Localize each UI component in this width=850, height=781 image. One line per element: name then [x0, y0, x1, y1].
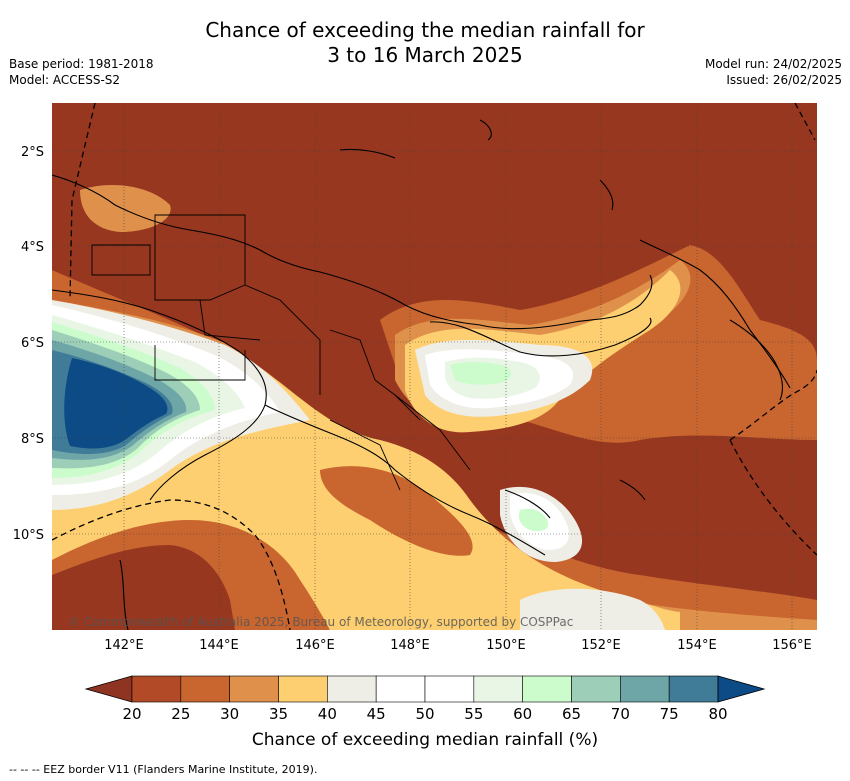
colorbar-segment	[278, 675, 328, 703]
base-period: Base period: 1981-2018	[9, 57, 154, 71]
colorbar-tick-label: 40	[318, 705, 337, 723]
title-line-1: Chance of exceeding the median rainfall …	[205, 18, 645, 42]
colorbar-tick-label: 25	[171, 705, 190, 723]
colorbar-segment	[327, 675, 377, 703]
zone-45-sw	[520, 588, 665, 630]
colorbar-tick-label: 75	[660, 705, 679, 723]
eez-footer-note: -- -- -- EEZ border V11 (Flanders Marine…	[9, 763, 318, 776]
new-britain	[429, 317, 652, 357]
zone-above-80	[64, 358, 168, 449]
colorbar-tick-label: 50	[415, 705, 434, 723]
map-title: Chance of exceeding the median rainfall …	[0, 18, 850, 68]
longitude-labels: 142°E 144°E 146°E 148°E 150°E 152°E 154°…	[104, 638, 812, 653]
lon-label: 144°E	[199, 638, 239, 653]
lat-label: 2°S	[21, 145, 44, 160]
colorbar: 20 25 30 35 40 45 50 55 60 65 70 75 80	[84, 675, 766, 723]
colorbar-tick-label: 30	[220, 705, 239, 723]
model-run: Model run: 24/02/2025	[704, 57, 842, 71]
colorbar-tick-label: 60	[513, 705, 532, 723]
lat-label: 6°S	[21, 336, 44, 351]
colorbar-label: Chance of exceeding median rainfall (%)	[251, 730, 599, 750]
new-ireland	[639, 239, 791, 389]
colorbar-extend-low	[84, 675, 133, 703]
latitude-labels: 2°S 4°S 6°S 8°S 10°S	[13, 145, 44, 543]
colorbar-segment	[668, 675, 719, 703]
colorbar-segment	[424, 675, 475, 703]
colorbar-segment	[180, 675, 230, 703]
colorbar-segment	[571, 675, 621, 703]
colorbar-segment	[473, 675, 523, 703]
colorbar-segment	[229, 675, 279, 703]
colorbar-tick-label: 35	[269, 705, 288, 723]
lon-label: 148°E	[390, 638, 430, 653]
meta-right: Model run: 24/02/2025 Issued: 26/02/2025	[705, 56, 842, 88]
copyright-notice: © Commonwealth of Australia 2025, Bureau…	[68, 615, 573, 629]
coastlines	[52, 119, 791, 630]
colorbar-tick-label: 45	[367, 705, 386, 723]
lon-label: 142°E	[104, 638, 144, 653]
zone-65-south	[518, 508, 549, 532]
meta-left: Base period: 1981-2018 Model: ACCESS-S2	[9, 56, 154, 88]
bismarck-islands	[339, 119, 614, 211]
zone-dry-islands	[560, 444, 817, 572]
rainfall-map: © Commonwealth of Australia 2025, Bureau…	[52, 103, 817, 630]
zone-65-east	[450, 362, 512, 385]
colorbar-tick-label: 80	[708, 705, 727, 723]
model-name: Model: ACCESS-S2	[9, 73, 121, 87]
lat-label: 4°S	[21, 240, 44, 255]
lon-label: 152°E	[581, 638, 621, 653]
lat-label: 10°S	[13, 528, 44, 543]
colorbar-tick-label: 70	[611, 705, 630, 723]
zone-dry-coast	[320, 466, 473, 556]
lon-label: 156°E	[772, 638, 812, 653]
eez-borders	[52, 103, 817, 630]
title-line-2: 3 to 16 March 2025	[327, 43, 523, 67]
bougainville	[729, 319, 784, 401]
colorbar-segment	[620, 675, 670, 703]
new-guinea-south-coast	[52, 289, 546, 556]
lon-label: 146°E	[295, 638, 335, 653]
issued-date: Issued: 26/02/2025	[726, 73, 842, 87]
colorbar-segment	[522, 675, 572, 703]
colorbar-extend-high	[717, 675, 766, 703]
d-entrecasteaux	[504, 479, 646, 519]
colorbar-segment	[375, 675, 426, 703]
zone-dry-south-2	[52, 545, 235, 630]
colorbar-tick-label: 65	[562, 705, 581, 723]
cape-york	[119, 559, 129, 630]
lat-label: 8°S	[21, 432, 44, 447]
lon-label: 154°E	[677, 638, 717, 653]
colorbar-segment	[131, 675, 182, 703]
new-guinea-north-coast	[52, 174, 653, 330]
colorbar-tick-label: 20	[122, 705, 141, 723]
lon-label: 150°E	[486, 638, 526, 653]
province-borders	[91, 214, 471, 491]
graticule	[52, 103, 817, 630]
colorbar-tick-label: 55	[464, 705, 483, 723]
